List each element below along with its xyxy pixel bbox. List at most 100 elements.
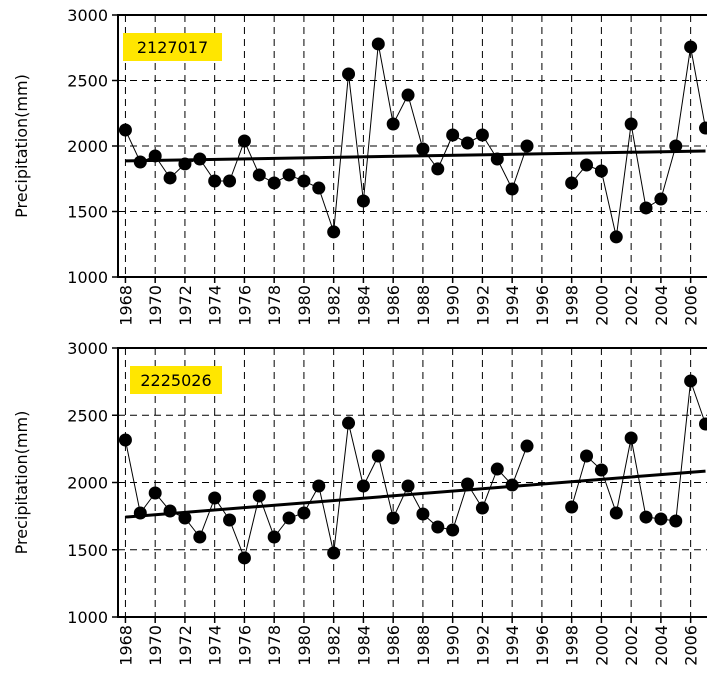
y-tick-label: 1500 [67, 203, 108, 222]
data-point [594, 463, 608, 477]
x-tick-label: 1970 [146, 285, 165, 326]
data-point [594, 164, 608, 178]
x-tick-label: 1996 [533, 625, 552, 666]
y-axis-label: Precipitation(mm) [12, 411, 31, 555]
y-tick-label: 2500 [67, 406, 108, 425]
data-point [133, 155, 147, 169]
y-tick-label: 1500 [67, 541, 108, 560]
x-tick-label: 1994 [503, 285, 522, 326]
data-point [148, 149, 162, 163]
data-point [446, 128, 460, 142]
data-point [580, 449, 594, 463]
x-tick-label: 1972 [176, 625, 195, 666]
data-point [490, 152, 504, 166]
data-point [520, 439, 534, 453]
data-point [475, 128, 489, 142]
data-point [520, 139, 534, 153]
data-point [386, 117, 400, 131]
x-tick-label: 2002 [622, 625, 641, 666]
data-point [431, 162, 445, 176]
x-tick-label: 1974 [206, 625, 225, 666]
data-point [505, 182, 519, 196]
data-point [371, 37, 385, 51]
data-point [401, 479, 415, 493]
data-point [327, 546, 341, 560]
data-point [342, 67, 356, 81]
station-label: 2127017 [137, 38, 208, 57]
x-tick-label: 2006 [682, 625, 701, 666]
data-point [312, 181, 326, 195]
data-point [431, 520, 445, 534]
x-tick-label: 1980 [295, 285, 314, 326]
x-tick-label: 1974 [206, 285, 225, 326]
data-point [639, 201, 653, 215]
data-point [475, 501, 489, 515]
data-point [118, 433, 132, 447]
x-tick-label: 1982 [325, 625, 344, 666]
trend-line [125, 149, 706, 163]
x-tick-label: 1984 [354, 285, 373, 326]
data-point [446, 523, 460, 537]
x-tick-label: 1968 [116, 625, 135, 666]
x-tick-label: 1986 [384, 285, 403, 326]
x-tick-label: 1994 [503, 625, 522, 666]
data-point [669, 139, 683, 153]
x-tick-label: 1992 [473, 625, 492, 666]
data-point [148, 486, 162, 500]
data-point [342, 416, 356, 430]
x-tick-label: 1978 [265, 285, 284, 326]
data-point [208, 174, 222, 188]
data-line [124, 380, 706, 560]
data-point [252, 489, 266, 503]
data-point [699, 417, 707, 431]
data-point [505, 478, 519, 492]
panel: 1000 1500 2000 2500 3000 1968 1970 1972 1974 1976… [12, 6, 707, 326]
x-tick-label: 1972 [176, 285, 195, 326]
station-label-box [130, 366, 222, 394]
data-point [312, 479, 326, 493]
x-tick-label: 2000 [592, 285, 611, 326]
data-point [193, 152, 207, 166]
data-point [356, 479, 370, 493]
station-label: 2225026 [140, 371, 211, 390]
x-tick-label: 1988 [414, 625, 433, 666]
data-point [163, 504, 177, 518]
data-point [178, 157, 192, 171]
x-tick-label: 2000 [592, 625, 611, 666]
x-tick-label: 1988 [414, 285, 433, 326]
data-point [639, 510, 653, 524]
y-tick-label: 2500 [67, 72, 108, 91]
x-tick-label: 1996 [533, 285, 552, 326]
data-point [580, 158, 594, 172]
x-tick-label: 1992 [473, 285, 492, 326]
data-point [267, 530, 281, 544]
data-point [609, 230, 623, 244]
data-point [490, 462, 504, 476]
y-tick-label: 1000 [67, 268, 108, 287]
data-point [223, 513, 237, 527]
x-tick-label: 1984 [354, 625, 373, 666]
data-point [386, 511, 400, 525]
data-point [669, 514, 683, 528]
data-point [252, 168, 266, 182]
data-point [461, 477, 475, 491]
data-point [684, 374, 698, 388]
x-tick-label: 1998 [563, 285, 582, 326]
y-axis-label: Precipitation(mm) [12, 74, 31, 218]
y-tick-label: 2000 [67, 137, 108, 156]
data-point [193, 530, 207, 544]
data-point [223, 174, 237, 188]
data-point [654, 192, 668, 206]
data-point [282, 511, 296, 525]
x-tick-label: 1986 [384, 625, 403, 666]
data-point [401, 88, 415, 102]
x-tick-label: 2004 [652, 285, 671, 326]
y-tick-label: 3000 [67, 339, 108, 358]
x-tick-label: 2004 [652, 625, 671, 666]
x-tick-label: 1968 [116, 285, 135, 326]
data-point [624, 431, 638, 445]
data-point [565, 176, 579, 190]
x-tick-label: 1976 [235, 625, 254, 666]
data-point [416, 507, 430, 521]
